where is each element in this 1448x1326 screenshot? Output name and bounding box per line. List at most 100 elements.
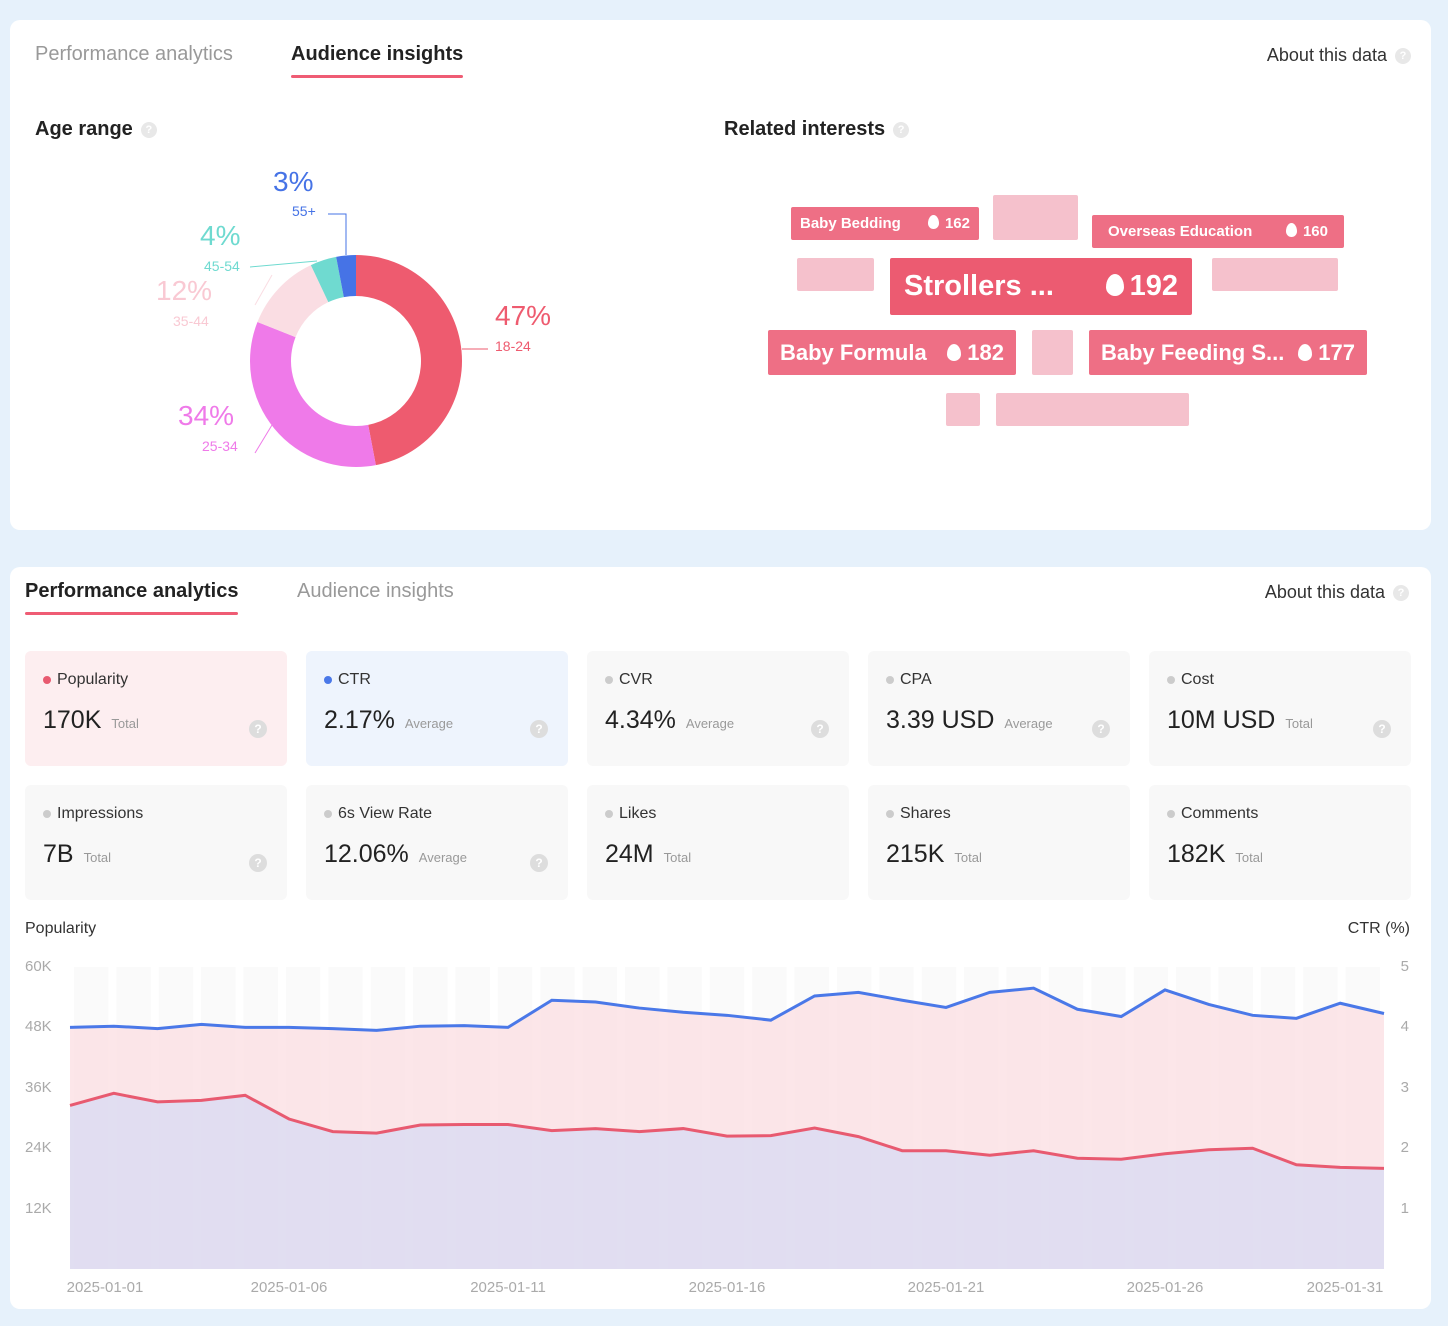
metric-card-cvr[interactable]: CVR 4.34% Average?	[587, 651, 849, 766]
metric-label: Popularity	[57, 671, 129, 688]
metric-name: Cost	[1167, 671, 1214, 689]
metric-card-impressions[interactable]: Impressions 7B Total?	[25, 785, 287, 900]
interest-placeholder	[1212, 258, 1338, 291]
donut-slice-55-plus[interactable]	[336, 255, 356, 298]
metric-number: 24M	[605, 840, 654, 868]
age-label-45-54-pct: 4%	[200, 220, 241, 251]
age-label-35-44-pct: 12%	[156, 275, 213, 306]
help-icon[interactable]: ?	[249, 854, 267, 872]
metric-label: CVR	[619, 671, 653, 688]
age-label-25-34-range: 25-34	[202, 438, 238, 454]
metric-number: 10M USD	[1167, 706, 1276, 734]
related-interests-title: Related interests ?	[724, 118, 910, 141]
metric-value: 24M Total	[605, 840, 691, 869]
right-axis-tick: 1	[1400, 1199, 1409, 1217]
interest-chip-strollers[interactable]: Strollers ... 192	[890, 258, 1192, 315]
flame-icon	[1105, 274, 1124, 296]
metric-unit: Total	[1235, 850, 1263, 865]
x-axis-tick: 2025-01-11	[470, 1279, 546, 1296]
interest-chip-baby-bedding[interactable]: Baby Bedding 162	[791, 207, 979, 240]
about-this-data-link[interactable]: About this data ?	[1267, 45, 1411, 66]
metric-number: 2.17%	[324, 706, 395, 734]
left-axis-title: Popularity	[25, 920, 97, 937]
help-icon[interactable]: ?	[249, 720, 267, 738]
metric-label: 6s View Rate	[338, 805, 432, 822]
metric-number: 215K	[886, 840, 945, 868]
flame-icon	[1285, 223, 1297, 237]
metric-card-cpa[interactable]: CPA 3.39 USD Average?	[868, 651, 1130, 766]
x-axis-tick: 2025-01-01	[66, 1279, 144, 1296]
age-label-18-24-range: 18-24	[495, 338, 531, 354]
tab-audience-insights[interactable]: Audience insights	[297, 580, 454, 602]
donut-leader-line-45-54	[249, 260, 318, 268]
x-axis-tick: 2025-01-31	[1306, 1279, 1384, 1296]
donut-leader-line-25-34	[254, 424, 273, 454]
metric-card-comments[interactable]: Comments 182K Total	[1149, 785, 1411, 900]
help-icon[interactable]: ?	[811, 720, 829, 738]
help-icon[interactable]: ?	[140, 121, 157, 138]
age-label-55-plus-range: 55+	[292, 203, 316, 219]
interest-score: 192	[1105, 270, 1178, 303]
metric-card-6s-view-rate[interactable]: 6s View Rate 12.06% Average?	[306, 785, 568, 900]
metric-value: 3.39 USD Average	[886, 706, 1053, 735]
interest-score: 177	[1298, 340, 1355, 366]
audience-insights-card: Performance analytics Audience insights …	[10, 20, 1431, 530]
help-icon[interactable]: ?	[530, 720, 548, 738]
tab-performance-analytics[interactable]: Performance analytics	[25, 580, 239, 615]
metric-name: 6s View Rate	[324, 805, 432, 823]
help-icon[interactable]: ?	[1395, 47, 1411, 64]
interest-placeholder	[993, 195, 1078, 240]
interest-chip-baby-formula[interactable]: Baby Formula 182	[768, 330, 1016, 375]
help-icon[interactable]: ?	[1092, 720, 1110, 738]
metric-unit: Average	[685, 716, 735, 731]
metric-number: 3.39 USD	[886, 706, 995, 734]
metric-unit: Total	[1285, 716, 1313, 731]
about-label: About this data	[1266, 45, 1387, 65]
interest-chip-overseas-education[interactable]: Overseas Education 160	[1092, 215, 1344, 248]
metric-unit: Average	[404, 716, 454, 731]
help-icon[interactable]: ?	[1393, 584, 1409, 601]
interest-name: Baby Formula	[780, 339, 927, 365]
donut-slice-25-34[interactable]	[249, 321, 376, 467]
donut-leader-line-55-plus	[328, 213, 347, 255]
metric-label: Likes	[619, 805, 657, 822]
metric-name: Comments	[1167, 805, 1258, 823]
help-icon[interactable]: ?	[1373, 720, 1391, 738]
interest-chip-baby-feeding[interactable]: Baby Feeding S... 177	[1089, 330, 1367, 375]
age-range-title: Age range ?	[35, 118, 157, 141]
performance-analytics-card: Performance analytics Audience insights …	[10, 567, 1431, 1309]
interest-placeholder	[1032, 330, 1073, 375]
help-icon[interactable]: ?	[530, 854, 548, 872]
metric-unit: Total	[111, 716, 139, 731]
flame-icon	[1298, 343, 1313, 361]
donut-slice-18-24[interactable]	[356, 255, 462, 466]
flame-icon	[927, 215, 939, 229]
metric-value: 12.06% Average	[324, 840, 467, 869]
metric-card-shares[interactable]: Shares 215K Total	[868, 785, 1130, 900]
tab-audience-insights[interactable]: Audience insights	[291, 43, 464, 78]
metric-card-popularity[interactable]: Popularity 170K Total?	[25, 651, 287, 766]
donut-slice-45-54[interactable]	[310, 256, 344, 303]
tab-performance-analytics[interactable]: Performance analytics	[35, 43, 233, 65]
ctr-line	[69, 986, 1385, 1032]
left-axis-tick: 24K	[25, 1139, 52, 1157]
metric-value: 2.17% Average	[324, 706, 453, 735]
metric-dot	[1167, 810, 1175, 818]
metric-value: 4.34% Average	[605, 706, 734, 735]
right-axis-tick: 5	[1400, 958, 1409, 975]
help-icon[interactable]: ?	[893, 121, 910, 138]
metric-card-ctr[interactable]: CTR 2.17% Average?	[306, 651, 568, 766]
metric-card-likes[interactable]: Likes 24M Total	[587, 785, 849, 900]
metric-name: Likes	[605, 805, 656, 823]
metric-value: 7B Total	[43, 840, 111, 869]
metric-dot	[886, 810, 894, 818]
age-label-55-plus-pct: 3%	[273, 166, 314, 197]
metric-name: CTR	[324, 671, 371, 689]
interest-score: 160	[1285, 223, 1328, 240]
metric-name: Shares	[886, 805, 951, 823]
metric-label: CTR	[338, 671, 371, 688]
metric-card-cost[interactable]: Cost 10M USD Total?	[1149, 651, 1411, 766]
about-this-data-link[interactable]: About this data ?	[1265, 582, 1409, 603]
metric-value: 182K Total	[1167, 840, 1263, 869]
donut-slice-35-44[interactable]	[257, 265, 329, 338]
